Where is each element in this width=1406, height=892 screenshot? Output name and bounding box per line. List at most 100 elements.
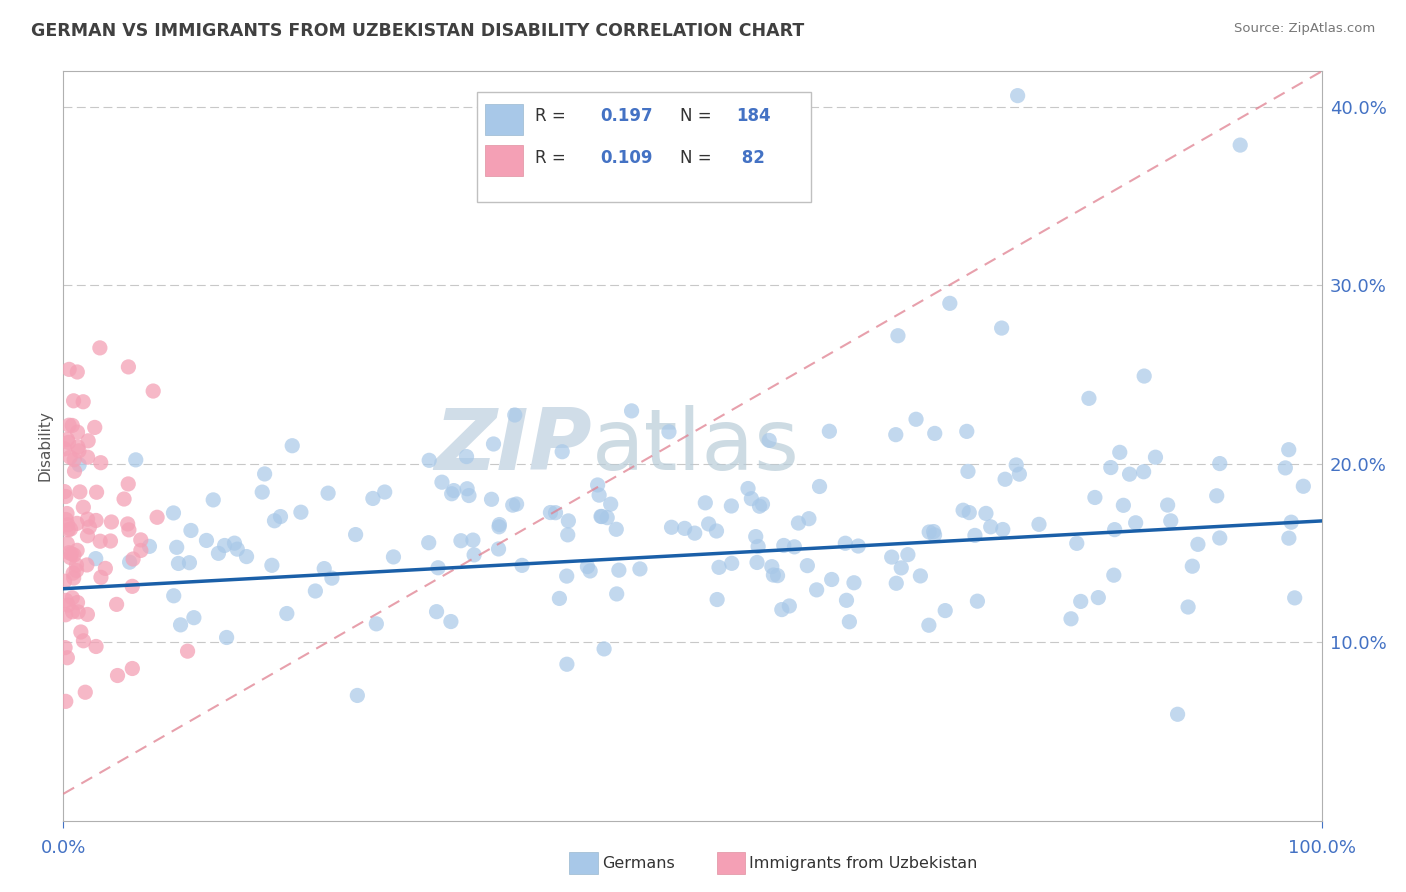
- Point: [125, 453, 148, 467]
- Point: [202, 492, 225, 507]
- Point: [146, 510, 169, 524]
- Point: [966, 594, 988, 608]
- Point: [214, 539, 236, 553]
- Point: [430, 475, 453, 490]
- Point: [576, 559, 599, 574]
- Point: [796, 558, 818, 573]
- Point: [450, 533, 472, 548]
- FancyBboxPatch shape: [477, 92, 811, 202]
- Point: [117, 516, 139, 531]
- Text: Source: ZipAtlas.com: Source: ZipAtlas.com: [1234, 22, 1375, 36]
- Point: [884, 576, 907, 591]
- Point: [53, 574, 76, 589]
- Point: [215, 631, 238, 645]
- Point: [1087, 591, 1109, 605]
- Point: [458, 489, 481, 503]
- Point: [838, 615, 860, 629]
- Point: [63, 452, 86, 467]
- Point: [316, 486, 339, 500]
- Point: [76, 450, 98, 465]
- Point: [880, 550, 903, 565]
- Point: [591, 509, 613, 524]
- Point: [55, 694, 77, 708]
- Point: [884, 427, 907, 442]
- Point: [67, 605, 90, 619]
- Point: [117, 477, 139, 491]
- Point: [70, 625, 93, 640]
- Point: [1278, 531, 1301, 545]
- Point: [887, 328, 910, 343]
- Point: [707, 560, 730, 574]
- Point: [808, 479, 831, 493]
- Point: [142, 384, 165, 398]
- Point: [86, 485, 108, 500]
- Point: [599, 497, 621, 511]
- Point: [956, 464, 979, 478]
- Point: [481, 492, 503, 507]
- Point: [443, 483, 465, 498]
- Point: [551, 444, 574, 458]
- Point: [463, 548, 485, 562]
- Point: [821, 573, 844, 587]
- Point: [1133, 369, 1156, 384]
- Point: [163, 589, 186, 603]
- Point: [67, 443, 90, 458]
- Point: [226, 542, 249, 557]
- Point: [56, 507, 79, 521]
- Point: [58, 418, 80, 433]
- Point: [1160, 514, 1182, 528]
- Point: [77, 434, 100, 448]
- Point: [548, 591, 571, 606]
- Point: [772, 538, 794, 552]
- Point: [924, 426, 946, 441]
- Point: [269, 509, 291, 524]
- Point: [589, 509, 612, 524]
- Point: [586, 478, 609, 492]
- Point: [252, 485, 274, 500]
- Point: [510, 558, 533, 573]
- Point: [55, 490, 77, 504]
- Point: [1070, 594, 1092, 608]
- Point: [76, 558, 98, 572]
- Point: [1205, 489, 1227, 503]
- Point: [166, 541, 188, 555]
- FancyBboxPatch shape: [485, 145, 523, 177]
- Point: [440, 615, 463, 629]
- Point: [737, 482, 759, 496]
- Point: [555, 657, 578, 672]
- Point: [787, 516, 810, 530]
- Point: [761, 559, 783, 574]
- Point: [195, 533, 218, 548]
- Point: [488, 517, 510, 532]
- Point: [122, 552, 145, 566]
- Point: [346, 689, 368, 703]
- Point: [783, 540, 806, 554]
- Point: [281, 439, 304, 453]
- Point: [76, 512, 98, 526]
- Point: [605, 522, 627, 536]
- Point: [628, 562, 651, 576]
- Point: [58, 523, 80, 537]
- Point: [963, 528, 986, 542]
- Point: [555, 569, 578, 583]
- Point: [72, 394, 94, 409]
- Text: atlas: atlas: [592, 404, 800, 488]
- Text: N =: N =: [681, 149, 717, 168]
- Point: [770, 602, 793, 616]
- Point: [63, 548, 86, 562]
- Point: [427, 561, 450, 575]
- Point: [60, 591, 83, 605]
- Point: [1177, 600, 1199, 615]
- Text: 184: 184: [737, 107, 770, 125]
- Point: [778, 599, 800, 613]
- Point: [105, 598, 128, 612]
- Text: Immigrants from Uzbekistan: Immigrants from Uzbekistan: [749, 856, 977, 871]
- Point: [720, 499, 742, 513]
- Point: [994, 472, 1017, 486]
- Point: [1284, 591, 1306, 605]
- Point: [72, 500, 94, 515]
- Point: [62, 393, 84, 408]
- Point: [588, 488, 610, 502]
- Point: [695, 496, 717, 510]
- Text: ZIP: ZIP: [434, 404, 592, 488]
